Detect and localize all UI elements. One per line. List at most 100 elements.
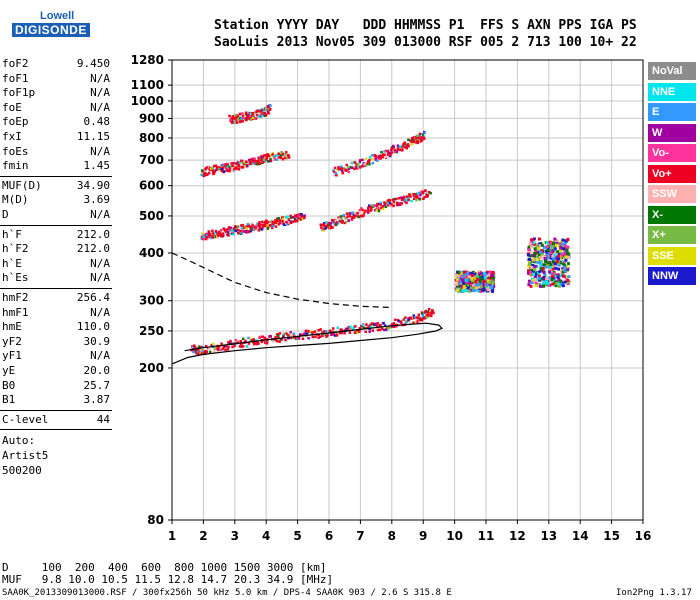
- echo-point: [369, 325, 373, 329]
- echo-point: [251, 224, 255, 227]
- echo-point: [416, 141, 420, 145]
- echo-point: [459, 284, 463, 288]
- echo-point: [258, 226, 262, 230]
- echo-point: [389, 153, 392, 157]
- echo-point: [232, 341, 236, 345]
- echo-point: [276, 333, 279, 336]
- echo-point: [421, 133, 425, 136]
- echo-point: [234, 338, 237, 342]
- echo-point: [245, 160, 248, 164]
- echo-point: [412, 193, 415, 196]
- echo-point: [274, 218, 277, 222]
- echo-point: [393, 197, 396, 201]
- echo-point: [319, 223, 323, 227]
- echo-point: [350, 218, 354, 221]
- echo-point: [478, 280, 482, 284]
- param-value: 9.450: [76, 57, 110, 70]
- echo-point: [419, 140, 423, 143]
- legend-item-vo-: Vo-: [648, 144, 696, 162]
- echo-point: [545, 277, 549, 281]
- echo-point: [194, 350, 198, 354]
- echo-point: [417, 316, 421, 319]
- echo-point: [539, 267, 543, 271]
- echo-point: [390, 203, 393, 206]
- echo-point: [334, 219, 337, 222]
- echo-point: [241, 229, 244, 232]
- echo-point: [223, 228, 227, 232]
- echo-point: [559, 270, 563, 274]
- echo-point: [404, 316, 407, 319]
- echo-point: [347, 325, 351, 329]
- echo-point: [267, 104, 270, 108]
- echo-point: [261, 160, 264, 164]
- param-name: B0: [2, 378, 16, 392]
- echo-point: [218, 166, 221, 169]
- echo-point: [234, 229, 238, 232]
- echo-point: [425, 314, 429, 317]
- echo-point: [405, 319, 408, 323]
- echo-point: [283, 153, 287, 156]
- echo-point: [356, 212, 359, 215]
- echo-point: [367, 160, 371, 163]
- echo-point: [527, 248, 531, 252]
- echo-point: [463, 270, 467, 274]
- echo-point: [293, 217, 297, 221]
- echo-point: [462, 286, 466, 290]
- echo-point: [404, 198, 407, 202]
- echo-point: [241, 337, 245, 341]
- echo-trace: [332, 130, 426, 177]
- echo-point: [295, 214, 299, 217]
- echo-point: [327, 221, 331, 225]
- echo-point: [338, 217, 341, 220]
- echo-point: [539, 241, 543, 245]
- echo-point: [532, 241, 536, 245]
- echo-point: [261, 223, 265, 227]
- echo-point: [361, 164, 365, 167]
- echo-point: [230, 168, 234, 172]
- param-row: B0 25.7: [2, 379, 110, 393]
- param-row: fxI 11.15: [2, 130, 110, 144]
- echo-point: [254, 117, 258, 120]
- echo-point: [294, 219, 298, 222]
- echo-point: [427, 314, 430, 317]
- echo-point: [407, 144, 410, 148]
- echo-point: [364, 209, 367, 213]
- echo-point: [482, 275, 486, 279]
- echo-point: [337, 166, 340, 169]
- echo-point: [193, 344, 196, 347]
- echo-point: [260, 156, 264, 159]
- echo-point: [399, 203, 402, 206]
- echo-point: [407, 138, 410, 142]
- echo-point: [241, 224, 244, 227]
- echo-point: [556, 275, 560, 279]
- echo-point: [298, 212, 301, 216]
- echo-point: [282, 334, 285, 337]
- echo-point: [282, 336, 285, 339]
- param-name: D: [2, 208, 9, 221]
- echo-point: [540, 249, 544, 253]
- echo-point: [341, 171, 345, 175]
- echo-point: [250, 118, 253, 121]
- echo-point: [426, 194, 429, 197]
- echo-point: [379, 154, 383, 158]
- echo-point: [227, 345, 230, 349]
- echo-point: [407, 198, 410, 202]
- echo-point: [412, 194, 416, 197]
- echo-point: [409, 195, 412, 198]
- echo-point: [228, 114, 231, 118]
- echo-point: [566, 245, 570, 249]
- echo-point: [394, 318, 397, 322]
- echo-point: [322, 229, 325, 232]
- echo-point: [390, 146, 394, 149]
- legend-item-ssw: SSW: [648, 185, 696, 203]
- echo-point: [269, 159, 273, 162]
- echo-point: [386, 201, 389, 204]
- echo-point: [414, 315, 417, 319]
- echo-point: [353, 331, 357, 334]
- echo-point: [548, 276, 552, 280]
- echo-point: [462, 281, 466, 285]
- echo-point: [241, 114, 245, 118]
- echo-point: [258, 162, 262, 166]
- echo-point: [331, 218, 334, 222]
- echo-point: [387, 199, 390, 202]
